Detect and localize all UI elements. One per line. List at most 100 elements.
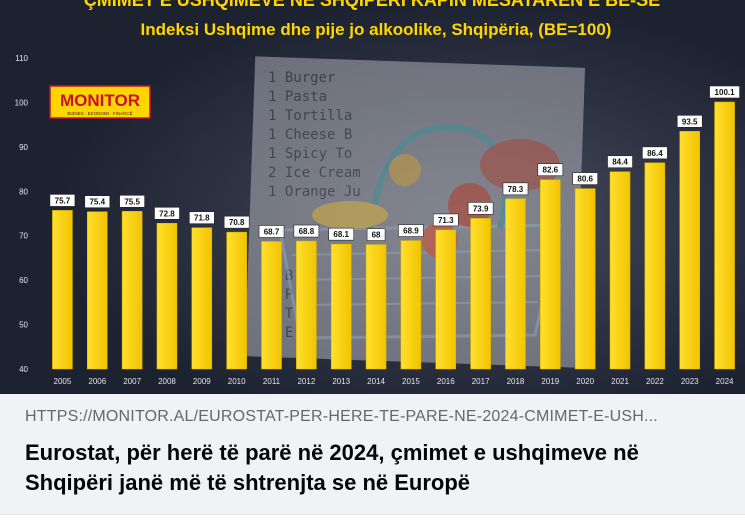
data-label-box bbox=[398, 224, 424, 237]
y-tick-label: 70 bbox=[19, 232, 28, 241]
data-label-box bbox=[119, 194, 145, 208]
data-label: 70.8 bbox=[229, 218, 245, 227]
data-label-box bbox=[189, 211, 215, 225]
x-tick-label: 2022 bbox=[646, 377, 664, 386]
data-label: 68 bbox=[372, 231, 381, 240]
data-label-box bbox=[709, 85, 740, 99]
receipt-line: 1 Tortilla bbox=[268, 108, 352, 124]
bar bbox=[156, 223, 178, 370]
y-tick-label: 100 bbox=[15, 98, 29, 107]
data-label-box bbox=[328, 227, 355, 241]
data-label: 68.1 bbox=[333, 230, 349, 239]
x-tick-label: 2005 bbox=[54, 377, 72, 386]
monitor-logo-tagline: BIZNES · EKONOMI · FINANCË bbox=[67, 110, 132, 116]
data-label: 93.5 bbox=[682, 117, 698, 126]
data-label: 80.6 bbox=[577, 175, 593, 184]
x-tick-label: 2015 bbox=[402, 377, 420, 386]
x-tick-label: 2006 bbox=[88, 377, 106, 386]
x-tick-label: 2023 bbox=[681, 377, 699, 386]
link-domain[interactable]: HTTPS://MONITOR.AL/EUROSTAT-PER-HERE-TE-… bbox=[25, 408, 658, 425]
data-label-box bbox=[84, 195, 111, 209]
bar bbox=[52, 210, 73, 370]
data-label-box bbox=[366, 228, 386, 241]
data-label-box bbox=[49, 194, 76, 207]
data-label-box bbox=[537, 163, 564, 177]
receipt-line: 1 Spicy To bbox=[268, 146, 352, 162]
link-headline[interactable]: Eurostat, për herë të parë në 2024, çmim… bbox=[25, 440, 639, 495]
link-preview[interactable]: HTTPS://MONITOR.AL/EUROSTAT-PER-HERE-TE-… bbox=[0, 394, 745, 514]
data-label: 75.4 bbox=[89, 198, 105, 207]
x-tick-label: 2019 bbox=[541, 377, 559, 386]
data-label: 68.9 bbox=[403, 227, 419, 236]
image-headline: ÇMIMET E USHQIMEVE NË SHQIPËRI KAPIN MES… bbox=[84, 0, 660, 10]
data-label-box bbox=[293, 224, 320, 238]
x-tick-label: 2008 bbox=[158, 377, 176, 386]
x-tick-label: 2011 bbox=[263, 377, 281, 386]
data-label-box bbox=[258, 225, 285, 238]
bar bbox=[261, 241, 282, 370]
x-tick-label: 2014 bbox=[367, 377, 385, 386]
y-tick-label: 40 bbox=[19, 365, 28, 374]
x-tick-label: 2017 bbox=[472, 377, 490, 386]
bar bbox=[644, 162, 666, 370]
data-label: 71.8 bbox=[194, 214, 210, 223]
data-label-box bbox=[502, 182, 529, 196]
data-label-box bbox=[676, 115, 703, 128]
post-image[interactable]: 1 Burger 1 Pasta 1 Tortilla 1 Cheese B 1 Spi… bbox=[0, 0, 745, 394]
x-tick-label: 2010 bbox=[228, 377, 246, 386]
x-tick-label: 2012 bbox=[297, 377, 315, 386]
y-tick-label: 80 bbox=[19, 187, 28, 196]
data-label: 75.5 bbox=[124, 197, 140, 206]
bar bbox=[714, 101, 735, 370]
post-footer bbox=[0, 514, 745, 530]
bar bbox=[191, 227, 213, 370]
data-label: 78.3 bbox=[508, 185, 524, 194]
x-tick-label: 2007 bbox=[123, 377, 141, 386]
x-tick-label: 2024 bbox=[716, 377, 734, 386]
data-label-box bbox=[223, 215, 250, 229]
x-tick-label: 2009 bbox=[193, 377, 211, 386]
bar bbox=[609, 171, 631, 370]
data-label: 100.1 bbox=[715, 88, 736, 97]
data-label: 72.8 bbox=[159, 209, 175, 218]
data-label: 84.4 bbox=[612, 158, 628, 167]
data-label: 82.6 bbox=[543, 166, 559, 175]
x-tick-label: 2021 bbox=[611, 377, 629, 386]
y-tick-label: 50 bbox=[19, 321, 28, 330]
bar bbox=[296, 240, 317, 370]
data-label: 73.9 bbox=[473, 204, 489, 213]
bar bbox=[470, 218, 491, 370]
receipt-line: 1 Pasta bbox=[268, 89, 327, 105]
bar bbox=[574, 188, 596, 370]
data-label-box bbox=[572, 172, 598, 185]
data-label: 68.8 bbox=[299, 227, 315, 236]
x-tick-label: 2018 bbox=[507, 377, 525, 386]
y-tick-label: 90 bbox=[19, 143, 28, 152]
bar bbox=[435, 229, 457, 370]
data-label-box bbox=[154, 206, 180, 220]
bar bbox=[87, 211, 108, 370]
bar bbox=[365, 244, 387, 370]
data-label: 75.7 bbox=[55, 196, 71, 205]
receipt-line: 1 Orange Ju bbox=[268, 184, 361, 200]
bar-chart: 1 Burger 1 Pasta 1 Tortilla 1 Cheese B 1 Spi… bbox=[0, 0, 745, 394]
bar bbox=[679, 131, 700, 370]
x-tick-label: 2020 bbox=[576, 377, 594, 386]
data-label: 86.4 bbox=[647, 149, 663, 158]
y-tick-label: 110 bbox=[15, 54, 28, 63]
chart-title: Indeksi Ushqime dhe pije jo alkoolike, S… bbox=[141, 20, 612, 39]
y-tick-label: 60 bbox=[19, 276, 28, 285]
receipt-decoration: 1 Burger 1 Pasta 1 Tortilla 1 Cheese B 1 Spi… bbox=[244, 56, 586, 368]
data-label: 71.3 bbox=[438, 216, 454, 225]
receipt-line: 1 Cheese B bbox=[268, 127, 352, 143]
data-label: 68.7 bbox=[264, 227, 280, 236]
data-label-box bbox=[432, 213, 459, 227]
bar bbox=[121, 211, 143, 370]
bar bbox=[505, 198, 526, 370]
bar bbox=[330, 243, 352, 370]
bar bbox=[540, 179, 561, 370]
bar bbox=[226, 231, 247, 370]
data-label-box bbox=[642, 146, 668, 160]
receipt-line: 1 Burger bbox=[268, 70, 335, 86]
